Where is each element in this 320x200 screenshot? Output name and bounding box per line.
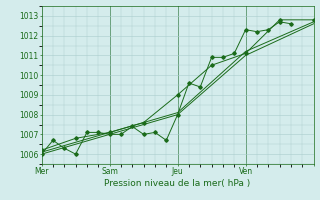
X-axis label: Pression niveau de la mer( hPa ): Pression niveau de la mer( hPa ) xyxy=(104,179,251,188)
